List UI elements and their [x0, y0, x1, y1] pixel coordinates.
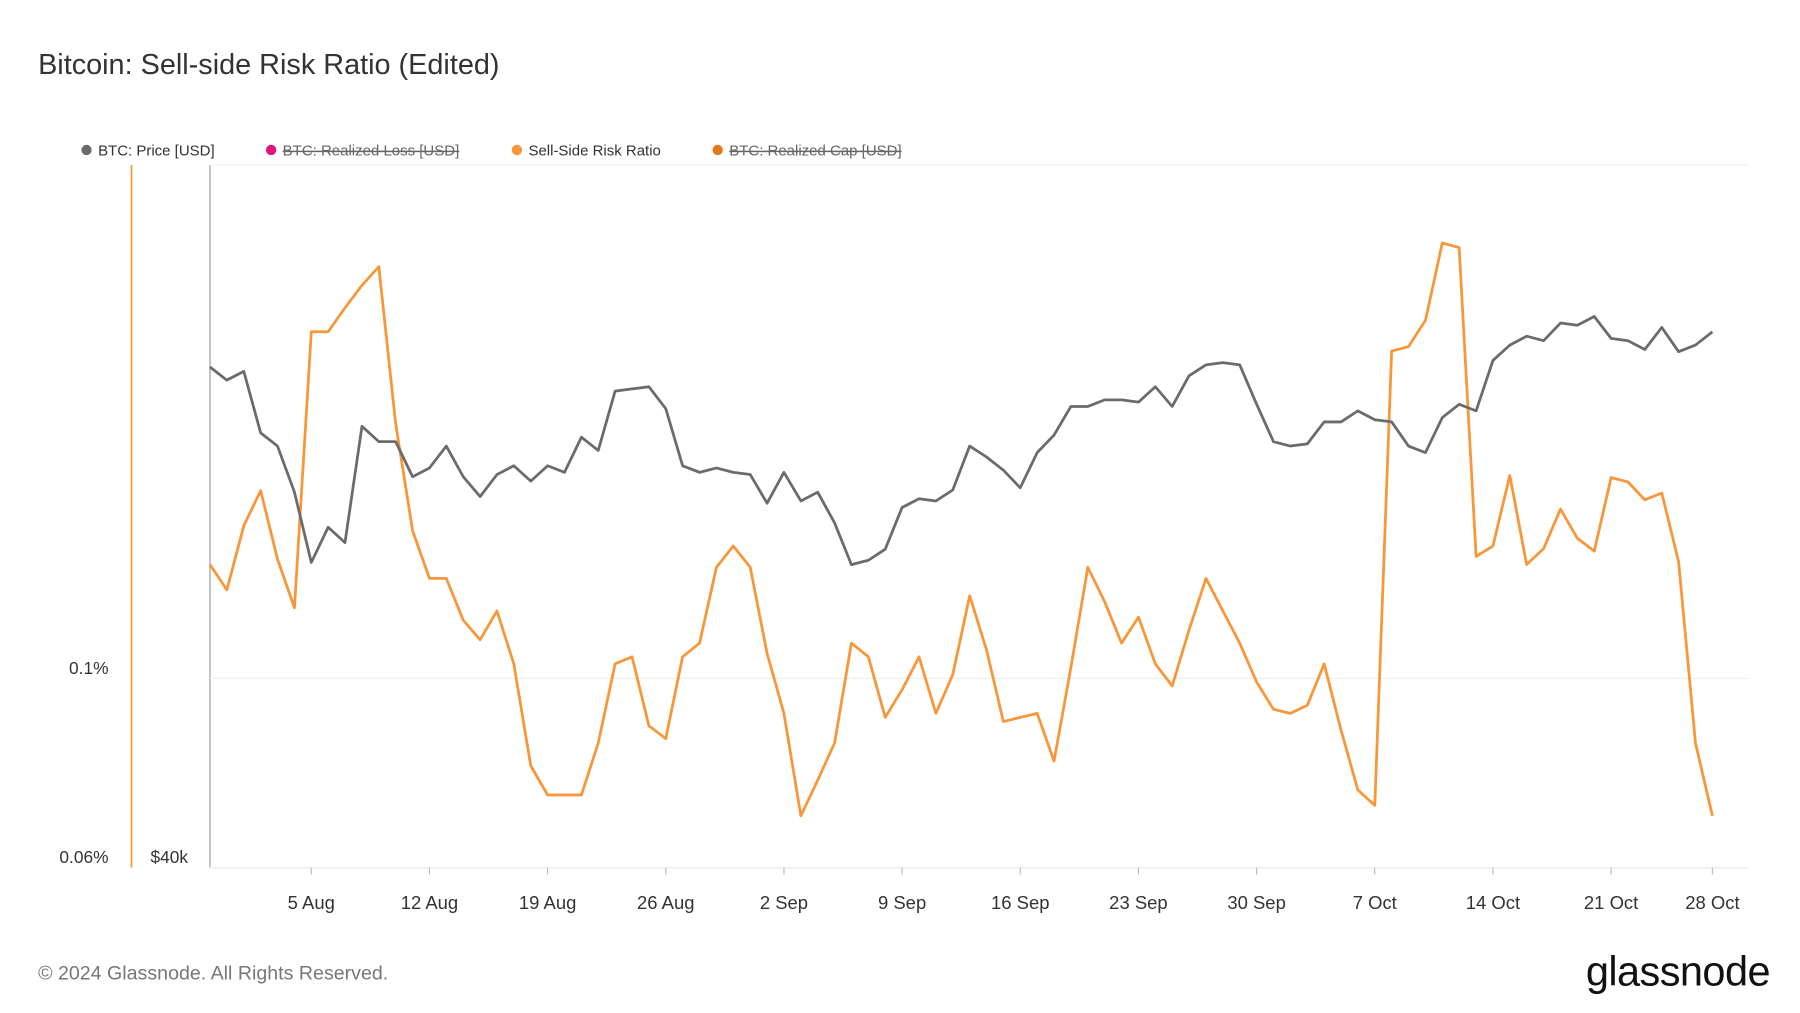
- chart-title: Bitcoin: Sell-side Risk Ratio (Edited): [38, 49, 499, 81]
- x-tick-label: 12 Aug: [401, 892, 458, 913]
- footer: © 2024 Glassnode. All Rights Reserved.: [38, 963, 388, 985]
- x-tick-label: 30 Sep: [1227, 892, 1286, 913]
- x-tick-label: 14 Oct: [1466, 892, 1520, 913]
- legend-label[interactable]: BTC: Price [USD]: [98, 143, 215, 160]
- x-tick-label: 23 Sep: [1109, 892, 1168, 913]
- x-tick-label: 21 Oct: [1584, 892, 1638, 913]
- legend-label[interactable]: Sell-Side Risk Ratio: [528, 143, 660, 160]
- legend-marker: [511, 144, 523, 156]
- series-line: [208, 241, 1714, 818]
- x-tick-label: 7 Oct: [1353, 892, 1397, 913]
- x-tick-label: 16 Sep: [991, 892, 1050, 913]
- series-line: [209, 315, 1714, 567]
- legend-label[interactable]: BTC: Realized Cap [USD]: [729, 143, 901, 160]
- y-tick-label: 0.06%: [59, 847, 108, 867]
- legend-marker: [81, 144, 92, 156]
- legend-marker: [265, 144, 277, 156]
- y2-tick-label: $40k: [151, 847, 189, 867]
- x-tick-label: 5 Aug: [288, 892, 335, 913]
- legend-label[interactable]: BTC: Realized Loss [USD]: [283, 143, 460, 160]
- x-tick-label: 19 Aug: [519, 892, 576, 913]
- x-tick-label: 26 Aug: [637, 892, 694, 913]
- y-tick-label: 0.1%: [69, 658, 108, 678]
- legend-marker: [712, 144, 723, 156]
- x-tick-label: 2 Sep: [760, 892, 808, 913]
- logo: glassnode: [1586, 947, 1770, 994]
- x-tick-label: 9 Sep: [878, 892, 926, 913]
- x-tick-label: 28 Oct: [1685, 892, 1739, 913]
